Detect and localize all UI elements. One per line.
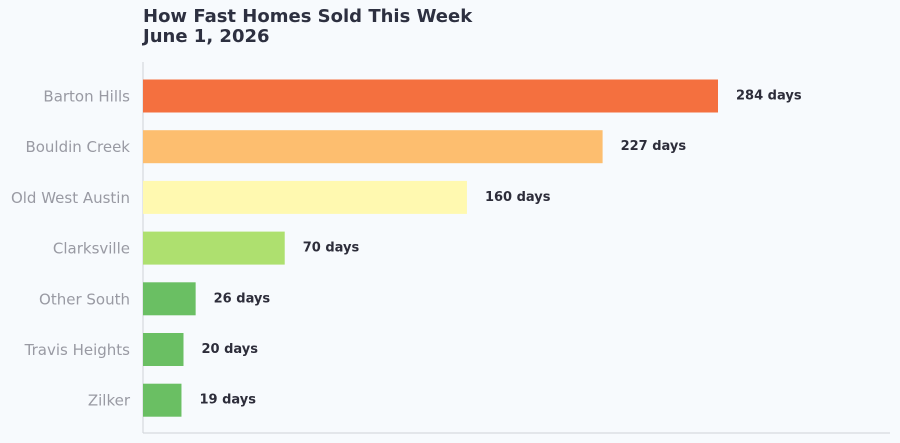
value-label: 20 days (201, 342, 258, 357)
y-tick-label: Barton Hills (43, 88, 130, 106)
value-label: 160 days (485, 190, 551, 205)
bar (143, 180, 467, 214)
bar (143, 130, 603, 164)
bar (143, 333, 184, 366)
y-tick-label: Old West Austin (11, 189, 130, 207)
y-tick-label: Clarksville (53, 240, 130, 258)
bar (143, 79, 718, 113)
value-label: 26 days (214, 291, 271, 306)
y-tick-label: Other South (39, 290, 130, 308)
y-tick-label: Bouldin Creek (25, 138, 130, 156)
chart-title: How Fast Homes Sold This Week (143, 6, 473, 27)
value-label: 70 days (303, 241, 360, 256)
value-label: 227 days (621, 139, 687, 154)
bar (143, 383, 182, 417)
chart-subtitle: June 1, 2026 (141, 26, 270, 47)
bar (143, 231, 285, 265)
value-label: 19 days (199, 393, 256, 408)
y-tick-label: Zilker (88, 392, 131, 410)
bar (143, 282, 196, 316)
value-label: 284 days (736, 89, 802, 104)
y-tick-label: Travis Heights (24, 341, 131, 359)
